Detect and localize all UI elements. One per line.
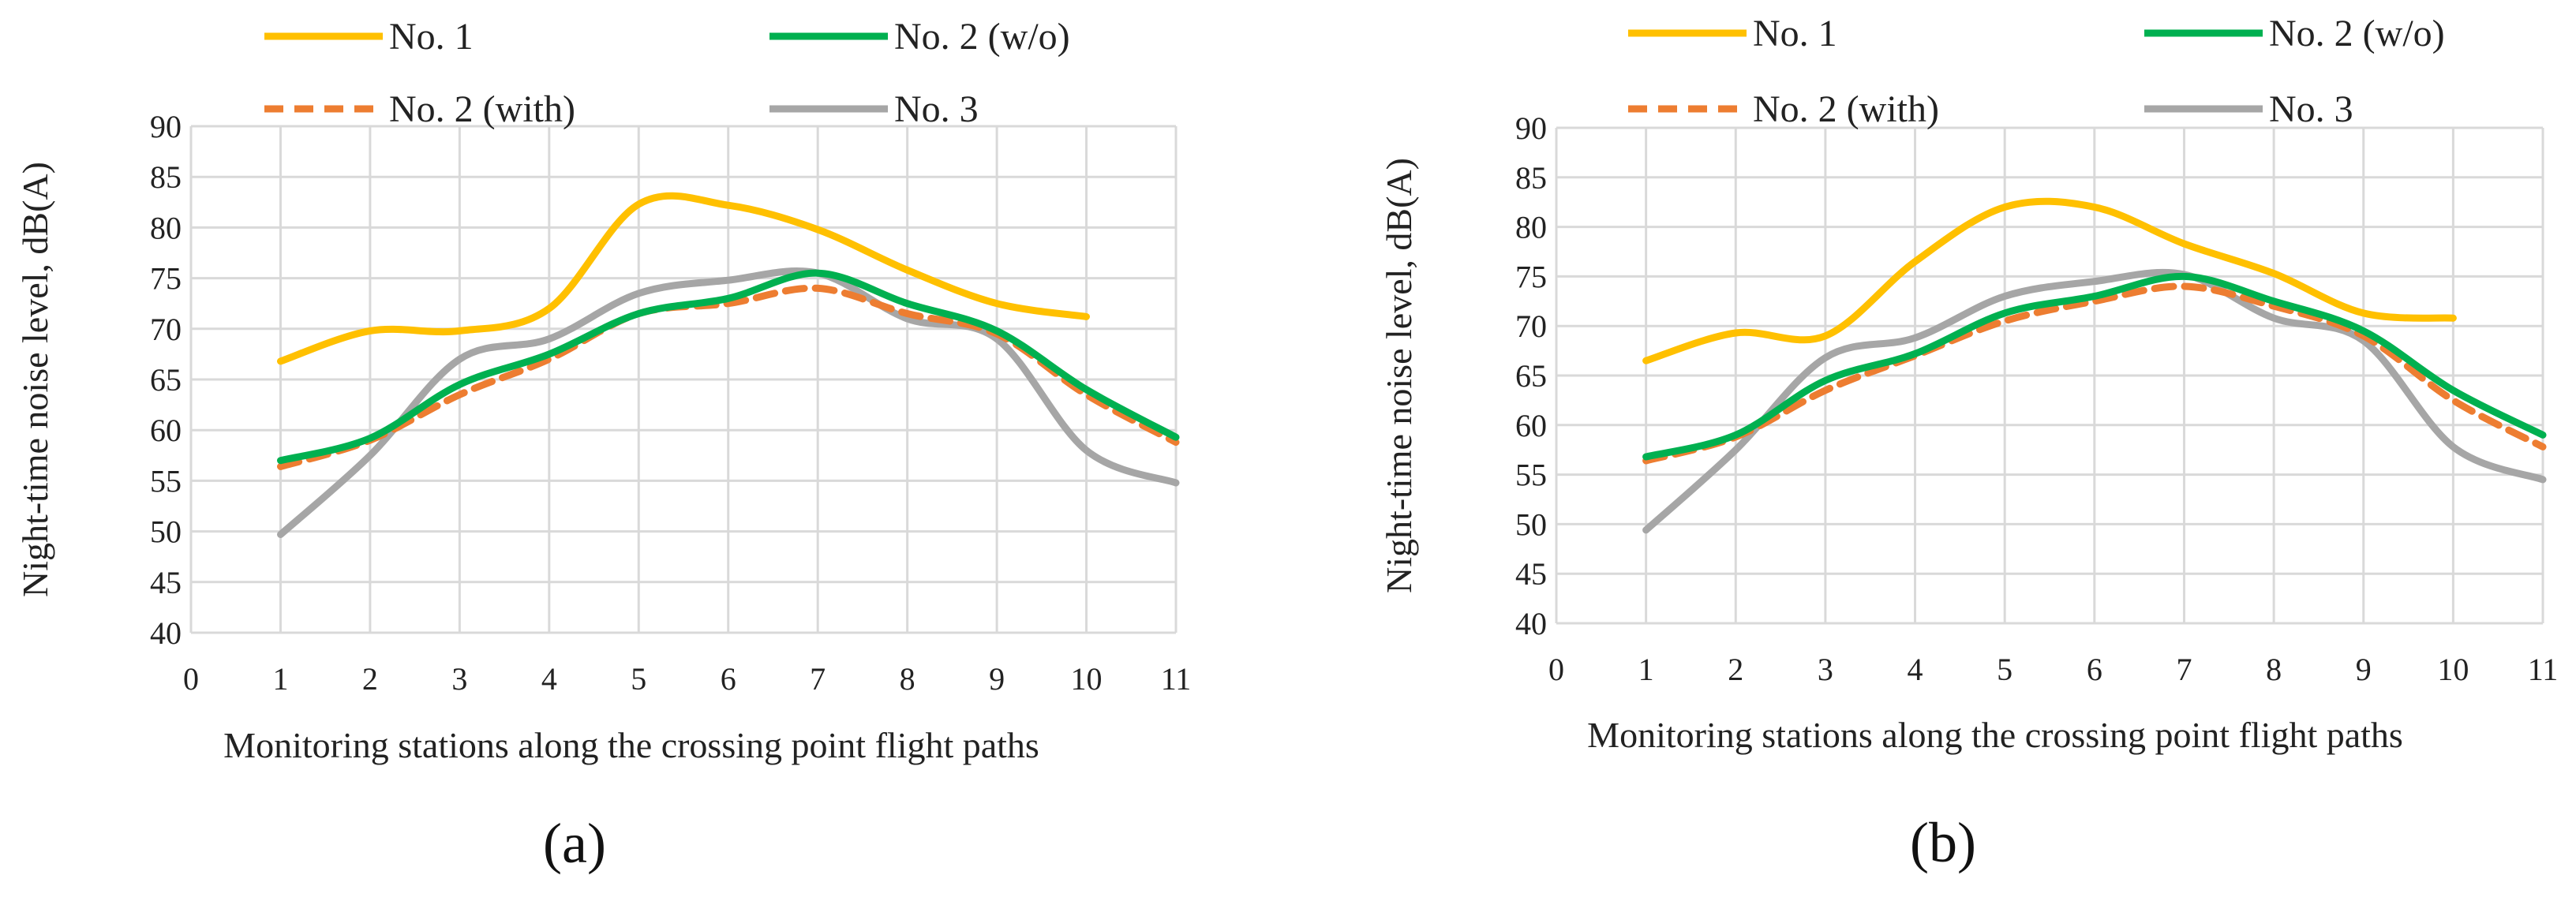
- y-tick-label: 50: [150, 514, 182, 550]
- y-tick-label: 60: [1515, 408, 1547, 443]
- x-tick-label: 11: [1161, 661, 1192, 697]
- x-tick-label: 0: [1548, 652, 1564, 687]
- y-tick-label: 90: [1515, 110, 1547, 146]
- x-tick-label: 3: [451, 661, 467, 697]
- x-tick-label: 8: [2266, 652, 2282, 687]
- y-tick-label: 45: [1515, 556, 1547, 592]
- x-tick-label: 9: [989, 661, 1005, 697]
- x-tick-label: 10: [2437, 652, 2469, 687]
- x-tick-label: 10: [1071, 661, 1103, 697]
- y-tick-label: 40: [1515, 606, 1547, 641]
- y-tick-label: 80: [150, 210, 182, 245]
- x-tick-label: 6: [2087, 652, 2102, 687]
- x-tick-label: 3: [1818, 652, 1833, 687]
- series-line-no-1: [277, 192, 1090, 365]
- y-axis-title: Night-time noise level, dB(A): [1379, 158, 1419, 593]
- y-tick-label: 45: [150, 565, 182, 600]
- y-tick-label: 85: [150, 159, 182, 195]
- series-line-no-3: [277, 267, 1180, 538]
- y-tick-label: 50: [1515, 506, 1547, 542]
- y-tick-label: 65: [1515, 358, 1547, 394]
- x-tick-label: 6: [721, 661, 736, 697]
- series-line-no-2-w-o: [277, 269, 1180, 465]
- legend-label: No. 2 (with): [1753, 88, 1939, 130]
- x-tick-label: 4: [1908, 652, 1923, 687]
- y-tick-label: 90: [150, 109, 182, 144]
- series-line-no-2-w-o: [1642, 272, 2547, 461]
- series-line-no-3: [1642, 268, 2547, 534]
- x-tick-label: 5: [631, 661, 646, 697]
- x-tick-label: 8: [900, 661, 915, 697]
- y-tick-label: 65: [150, 362, 182, 398]
- x-tick-label: 11: [2528, 652, 2559, 687]
- panel-label: (b): [1910, 811, 1976, 874]
- y-tick-label: 60: [150, 413, 182, 448]
- y-tick-label: 55: [150, 463, 182, 499]
- x-tick-label: 0: [183, 661, 199, 697]
- y-tick-label: 80: [1515, 210, 1547, 245]
- x-tick-label: 7: [810, 661, 826, 697]
- x-tick-label: 1: [272, 661, 288, 697]
- x-axis-title: Monitoring stations along the crossing p…: [223, 725, 1039, 765]
- y-tick-label: 70: [1515, 308, 1547, 344]
- legend-label: No. 2 (with): [389, 88, 575, 130]
- legend-label: No. 2 (w/o): [2269, 13, 2445, 54]
- legend-label: No. 1: [1753, 13, 1837, 54]
- y-tick-label: 85: [1515, 160, 1547, 196]
- y-tick-label: 75: [1515, 259, 1547, 294]
- panel-label: (a): [543, 812, 606, 875]
- x-tick-label: 1: [1638, 652, 1654, 687]
- y-tick-label: 70: [150, 312, 182, 347]
- y-axis-title: Night-time noise level, dB(A): [15, 162, 55, 597]
- series-line-no-1: [1642, 197, 2457, 364]
- x-tick-label: 4: [541, 661, 557, 697]
- y-tick-label: 75: [150, 261, 182, 297]
- legend-label: No. 1: [389, 16, 474, 58]
- series-line-no-2-with: [1642, 282, 2547, 465]
- y-tick-label: 55: [1515, 458, 1547, 493]
- x-axis-title: Monitoring stations along the crossing p…: [1587, 715, 2403, 755]
- x-tick-label: 2: [1728, 652, 1743, 687]
- legend-label: No. 3: [894, 88, 979, 130]
- legend-label: No. 2 (w/o): [894, 16, 1070, 58]
- x-tick-label: 7: [2176, 652, 2192, 687]
- y-tick-label: 40: [150, 615, 182, 651]
- x-tick-label: 2: [362, 661, 378, 697]
- legend-label: No. 3: [2269, 88, 2353, 130]
- x-tick-label: 9: [2356, 652, 2372, 687]
- x-tick-label: 5: [1997, 652, 2012, 687]
